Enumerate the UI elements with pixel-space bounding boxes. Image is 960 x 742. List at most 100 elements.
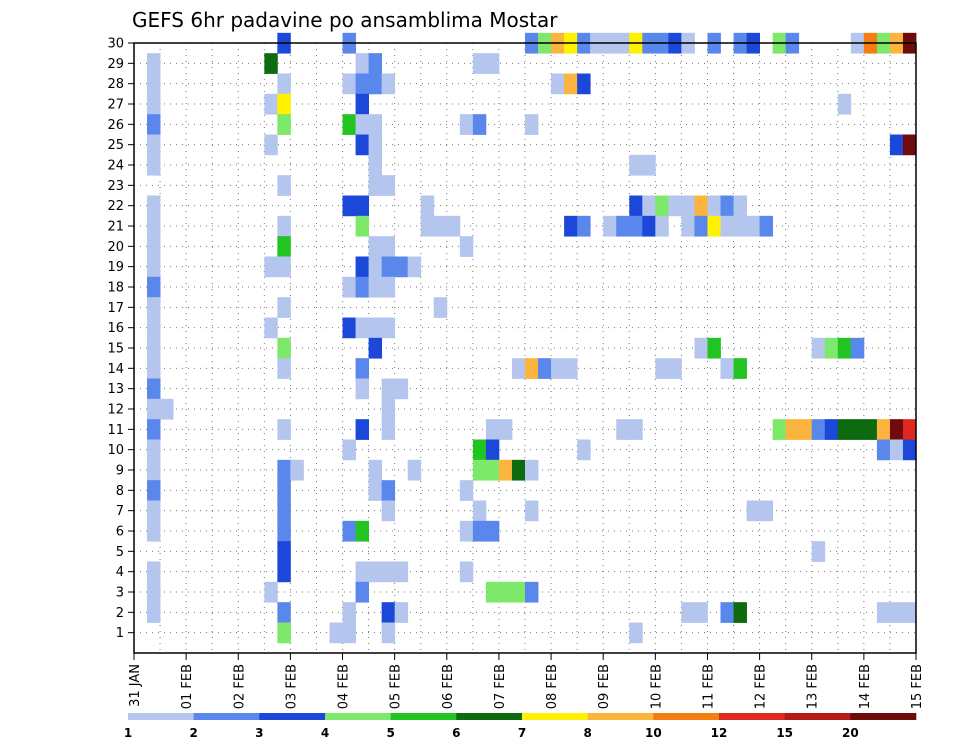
x-axis-ticks: 31 JAN 01 FEB 02 FEB 03 FEB 04 FEB 05 FEB 06 F…	[128, 653, 925, 709]
x-tick-label: 08 FEB	[545, 664, 560, 709]
data-cell	[629, 622, 643, 644]
data-cell	[459, 561, 474, 583]
data-cell	[577, 73, 591, 95]
data-cell	[785, 419, 800, 440]
data-cell	[902, 602, 917, 623]
data-cell	[342, 276, 356, 298]
x-tick-label: 11 FEB	[701, 664, 716, 709]
legend-swatch	[719, 713, 785, 720]
y-tick-label: 24	[107, 159, 124, 174]
data-cell	[525, 114, 539, 135]
x-tick-label: 07 FEB	[493, 664, 508, 709]
data-cell	[329, 622, 343, 644]
y-tick-label: 28	[107, 77, 124, 92]
data-cell	[277, 236, 291, 257]
data-cell	[277, 114, 291, 135]
data-cell	[668, 195, 682, 217]
data-cell	[472, 439, 487, 461]
data-cell	[342, 195, 356, 217]
data-cell	[394, 256, 409, 278]
data-cell	[277, 358, 291, 379]
data-cell	[342, 114, 356, 135]
legend-label: 15	[776, 726, 793, 740]
data-cell	[147, 500, 161, 522]
y-tick-label: 23	[107, 179, 124, 194]
data-cell	[629, 195, 643, 217]
data-cell	[368, 175, 383, 196]
data-cell	[498, 459, 513, 481]
data-cell	[381, 276, 396, 298]
data-cell	[381, 175, 396, 196]
data-cell	[147, 439, 161, 461]
data-cell	[681, 215, 695, 237]
data-cell	[642, 195, 656, 217]
data-cell	[472, 500, 487, 522]
data-cell	[147, 337, 161, 359]
legend-swatch	[653, 713, 720, 720]
data-cell	[342, 73, 356, 95]
data-cell	[720, 215, 734, 237]
data-cell	[902, 134, 917, 156]
y-tick-label: 3	[116, 586, 124, 601]
data-cell	[147, 276, 161, 298]
y-tick-label: 2	[116, 606, 124, 621]
x-tick-label: 14 FEB	[858, 664, 873, 709]
data-cell	[798, 419, 813, 440]
data-cell	[551, 73, 565, 95]
data-cell	[733, 358, 747, 379]
data-cell	[707, 215, 721, 237]
data-cell	[381, 419, 396, 440]
data-cell	[642, 154, 656, 176]
data-cell	[485, 459, 500, 481]
data-cell	[147, 73, 161, 95]
data-cell	[694, 337, 708, 359]
data-cell	[368, 154, 383, 176]
y-tick-label: 10	[107, 443, 124, 458]
data-cell	[355, 317, 369, 339]
data-cell	[147, 256, 161, 278]
data-cell	[342, 439, 356, 461]
y-axis-ticks: 1234567891011121314151617181920212223242…	[107, 37, 134, 641]
legend-label: 12	[711, 726, 728, 740]
legend-swatch	[325, 713, 391, 720]
data-cell	[264, 53, 278, 74]
data-cell	[902, 419, 917, 440]
legend-swatch	[390, 713, 457, 720]
data-cell	[147, 378, 161, 400]
data-cell	[264, 317, 278, 339]
data-cell	[381, 398, 396, 420]
data-cell	[277, 297, 291, 318]
y-tick-label: 5	[116, 545, 124, 560]
legend-swatch	[193, 713, 260, 720]
data-cell	[459, 236, 474, 257]
data-cell	[485, 439, 500, 461]
y-tick-label: 27	[107, 98, 124, 113]
data-cell	[459, 480, 474, 501]
data-cell	[889, 134, 904, 156]
data-cell	[433, 297, 448, 318]
data-cell	[889, 602, 904, 623]
data-cell	[147, 297, 161, 318]
data-cell	[420, 215, 435, 237]
data-cell	[407, 256, 422, 278]
data-cell	[837, 337, 852, 359]
x-tick-label: 15 FEB	[910, 664, 925, 709]
y-tick-label: 20	[107, 240, 124, 255]
x-tick-label: 05 FEB	[389, 664, 404, 709]
data-cell	[876, 602, 891, 623]
data-cell	[655, 215, 669, 237]
data-cell	[459, 114, 474, 135]
data-cell	[485, 419, 500, 440]
data-cell	[147, 134, 161, 156]
data-cell	[694, 602, 708, 623]
y-tick-label: 13	[107, 382, 124, 397]
data-cell	[564, 358, 578, 379]
data-cell	[381, 480, 396, 501]
data-cell	[603, 215, 617, 237]
data-cell	[381, 602, 396, 623]
data-cell	[355, 134, 369, 156]
data-cell	[342, 622, 356, 644]
data-cell	[381, 622, 396, 644]
data-cell	[355, 215, 369, 237]
y-tick-label: 21	[107, 220, 124, 235]
